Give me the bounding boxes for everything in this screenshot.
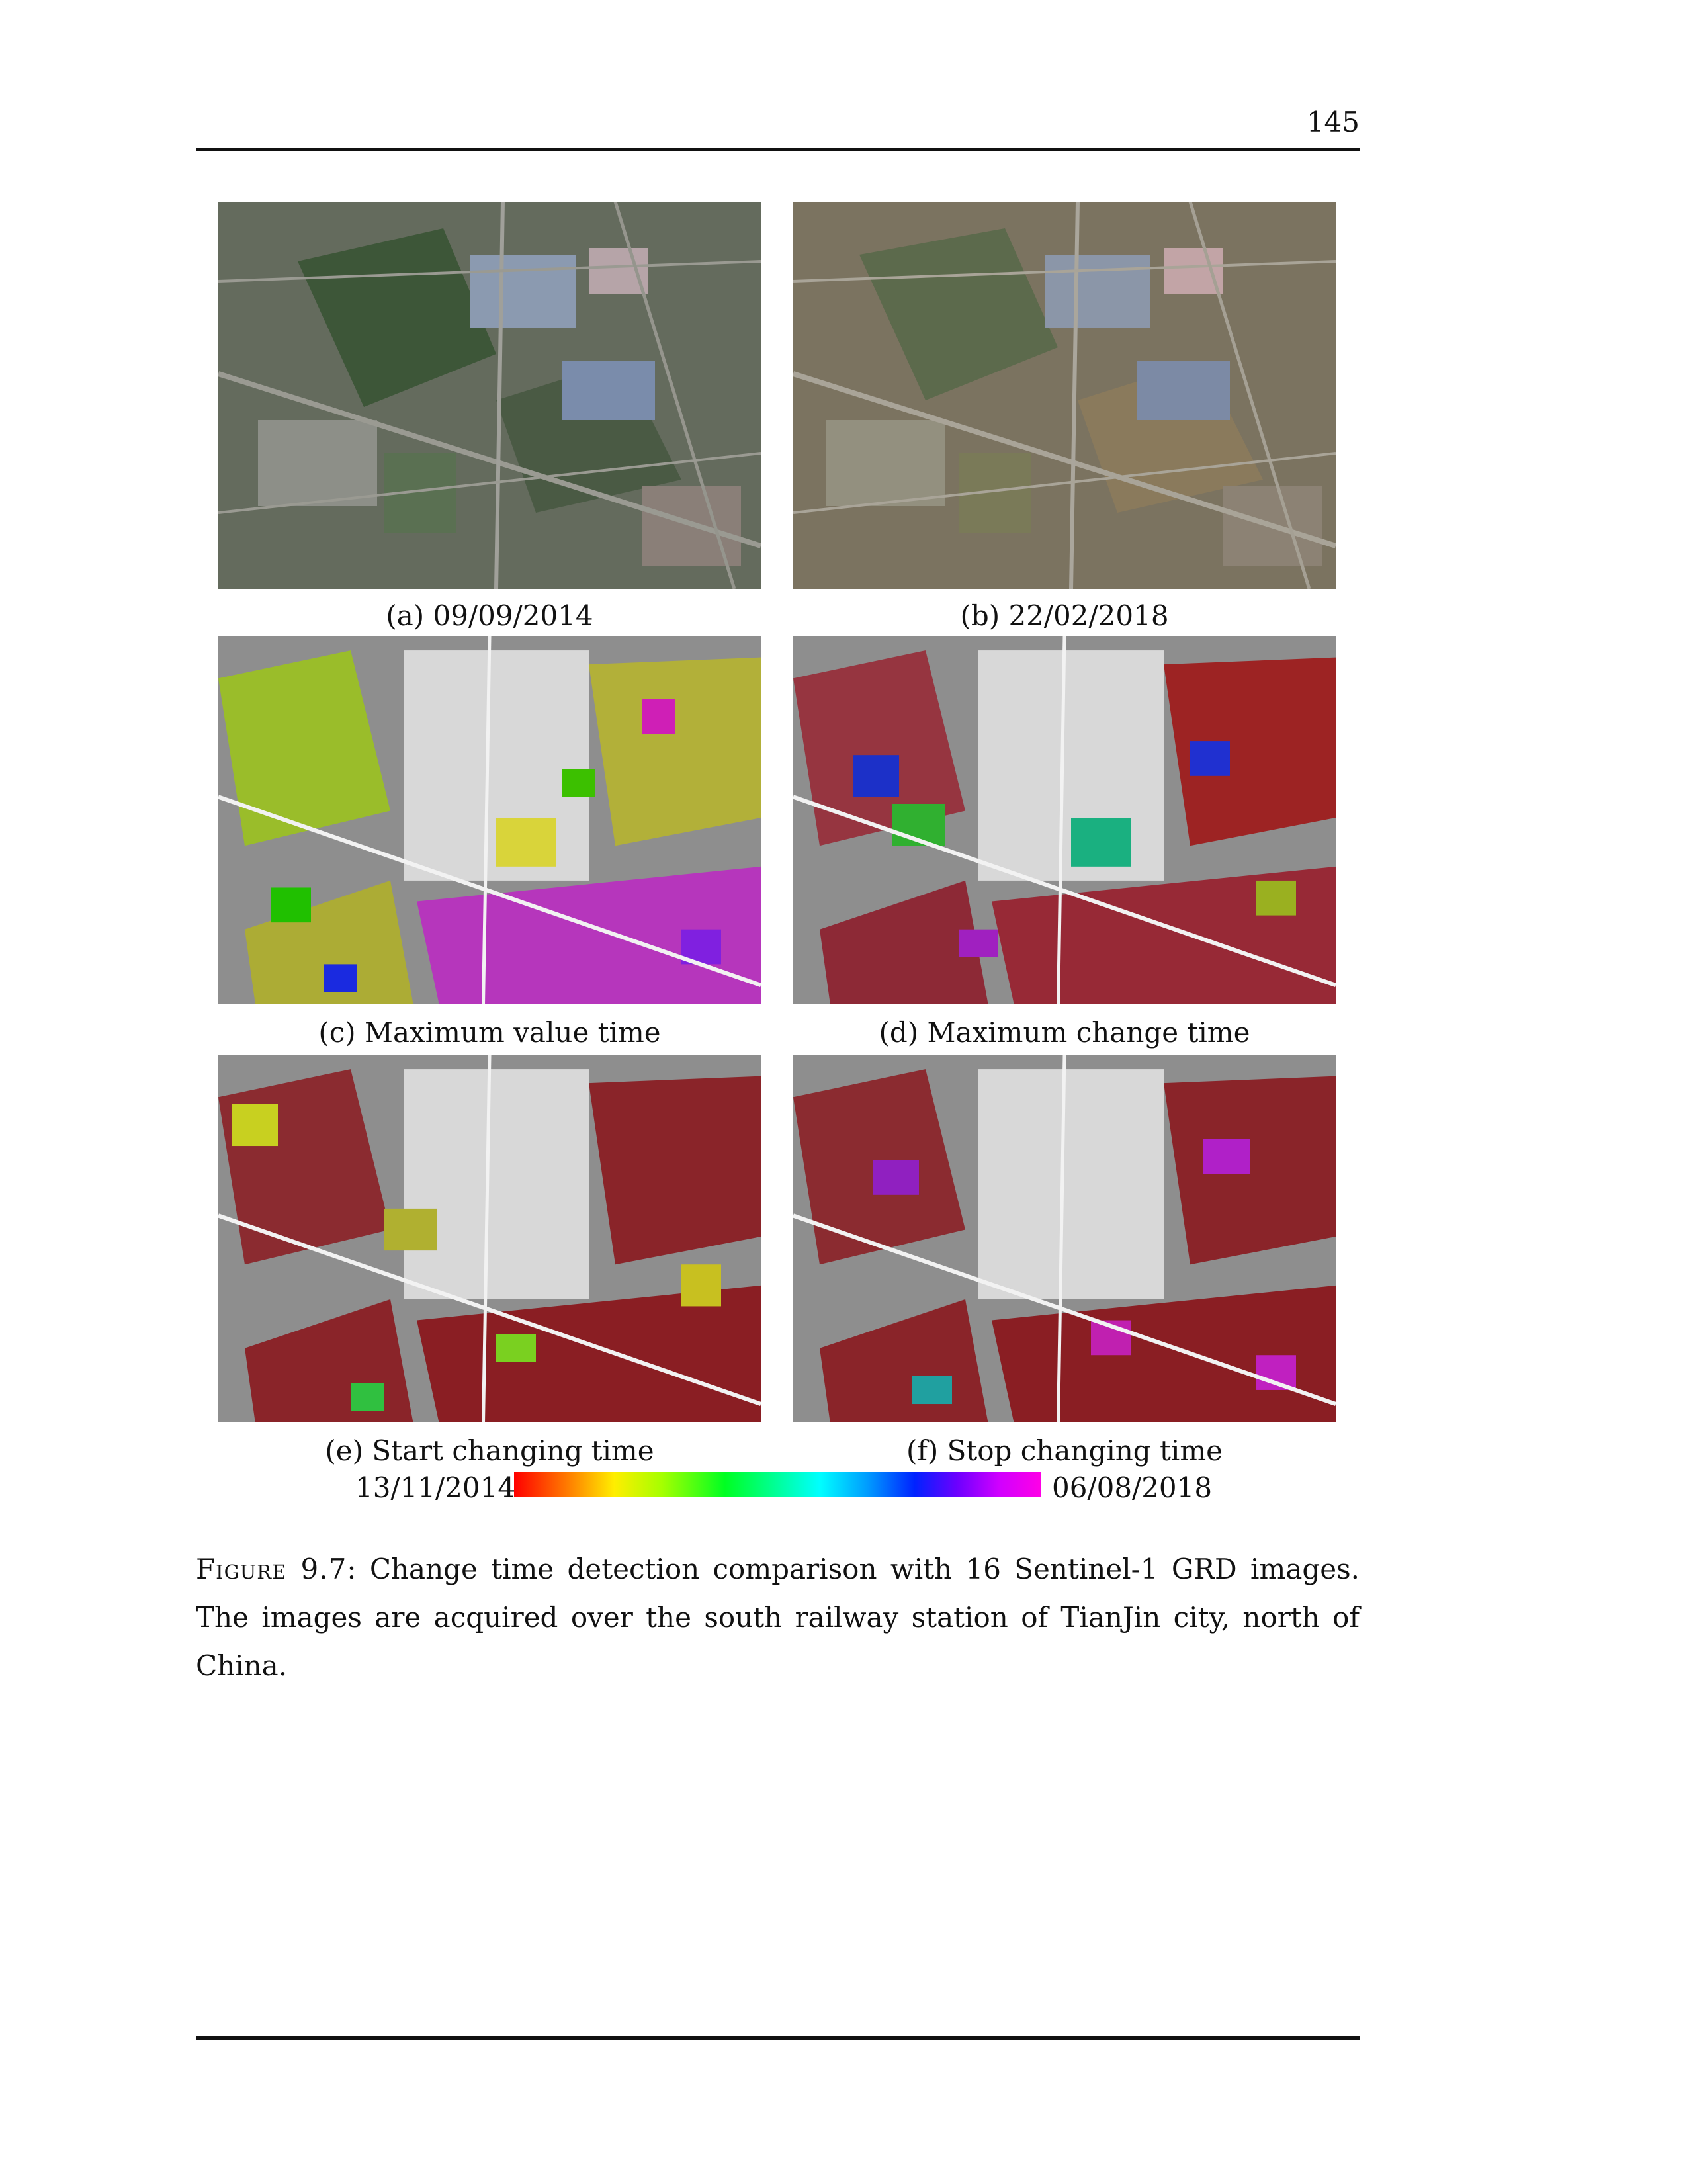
figure-caption: Figure 9.7: Change time detection compar… bbox=[196, 1545, 1360, 1690]
subcaption-b: (b) 22/02/2018 bbox=[960, 599, 1169, 632]
stop-changing-time-map bbox=[793, 1055, 1336, 1422]
subcaption-a: (a) 09/09/2014 bbox=[386, 599, 593, 632]
colorbar-start-label: 13/11/2014 bbox=[355, 1471, 516, 1504]
page-number: 145 bbox=[1306, 106, 1360, 138]
start-changing-time-map bbox=[218, 1055, 761, 1422]
colorbar-end-label: 06/08/2018 bbox=[1052, 1471, 1213, 1504]
subcaption-c: (c) Maximum value time bbox=[318, 1016, 661, 1049]
header-rule bbox=[196, 148, 1360, 151]
colorbar bbox=[514, 1472, 1041, 1497]
figure-caption-text: : Change time detection comparison with … bbox=[196, 1553, 1360, 1682]
subcaption-e: (e) Start changing time bbox=[325, 1434, 654, 1467]
maximum-change-time-map bbox=[793, 636, 1336, 1004]
subcaption-f: (f) Stop changing time bbox=[906, 1434, 1223, 1467]
footer-rule bbox=[196, 2036, 1360, 2040]
maximum-value-time-map bbox=[218, 636, 761, 1004]
satellite-image-2018 bbox=[793, 202, 1336, 589]
figure-label: Figure 9.7 bbox=[196, 1553, 347, 1585]
subcaption-d: (d) Maximum change time bbox=[879, 1016, 1250, 1049]
satellite-image-2014 bbox=[218, 202, 761, 589]
